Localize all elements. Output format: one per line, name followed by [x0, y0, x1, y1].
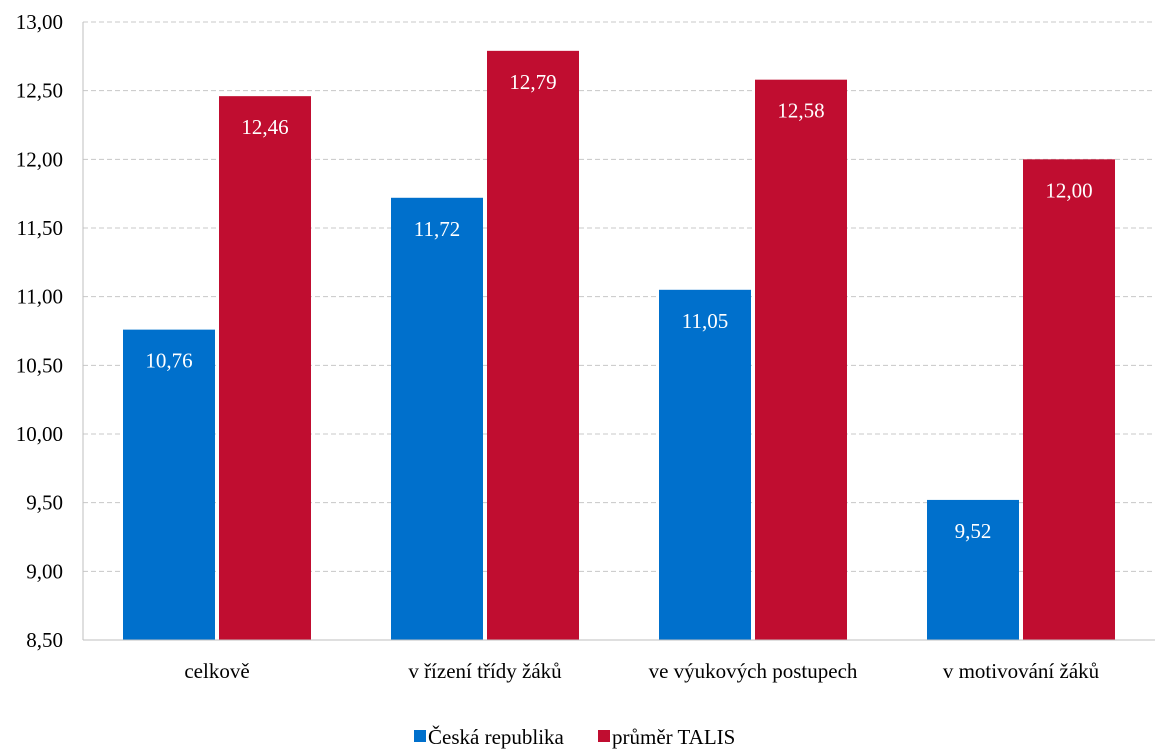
- x-category-label: v motivování žáků: [943, 659, 1100, 683]
- legend-swatch-0: [414, 730, 426, 742]
- legend-swatch-1: [598, 730, 610, 742]
- data-label: 12,79: [509, 70, 556, 94]
- y-tick-label: 9,00: [26, 559, 63, 583]
- bar-cr-3: [927, 499, 1019, 640]
- y-tick-label: 12,50: [16, 79, 63, 103]
- y-tick-label: 10,00: [16, 422, 63, 446]
- axes: 8,50 9,00 9,50 10,00 10,50 11,00 11,50 12,00 12,…: [16, 10, 1155, 683]
- data-label: 12,46: [241, 115, 288, 139]
- bar-cr-0: [123, 329, 215, 640]
- data-label: 9,52: [955, 519, 992, 543]
- bars: [123, 50, 1115, 641]
- data-label: 12,58: [777, 99, 824, 123]
- data-label: 10,76: [145, 349, 192, 373]
- bar-talis-3: [1023, 159, 1115, 641]
- bar-talis-2: [755, 79, 847, 641]
- legend-label-1: průměr TALIS: [612, 725, 735, 749]
- x-category-label: v řízení třídy žáků: [408, 659, 562, 683]
- y-tick-label: 13,00: [16, 10, 63, 34]
- y-tick-label: 8,50: [26, 628, 63, 652]
- bar-talis-1: [487, 50, 579, 640]
- data-label: 12,00: [1045, 178, 1092, 202]
- data-labels: 10,76 12,46 11,72 12,79 11,05 12,58 9,52 12,00: [145, 70, 1092, 543]
- legend: Česká republika průměr TALIS: [414, 725, 735, 749]
- y-tick-label: 11,50: [17, 216, 63, 240]
- legend-label-0: Česká republika: [428, 725, 565, 749]
- y-tick-label: 12,00: [16, 147, 63, 171]
- bar-cr-1: [391, 197, 483, 640]
- bar-cr-2: [659, 289, 751, 640]
- y-tick-label: 11,00: [17, 285, 63, 309]
- x-category-label: ve výukových postupech: [649, 659, 858, 683]
- y-tick-label: 9,50: [26, 491, 63, 515]
- bar-talis-0: [219, 96, 311, 640]
- data-label: 11,05: [682, 309, 728, 333]
- y-tick-label: 10,50: [16, 353, 63, 377]
- x-category-label: celkově: [184, 659, 249, 683]
- data-label: 11,72: [414, 217, 460, 241]
